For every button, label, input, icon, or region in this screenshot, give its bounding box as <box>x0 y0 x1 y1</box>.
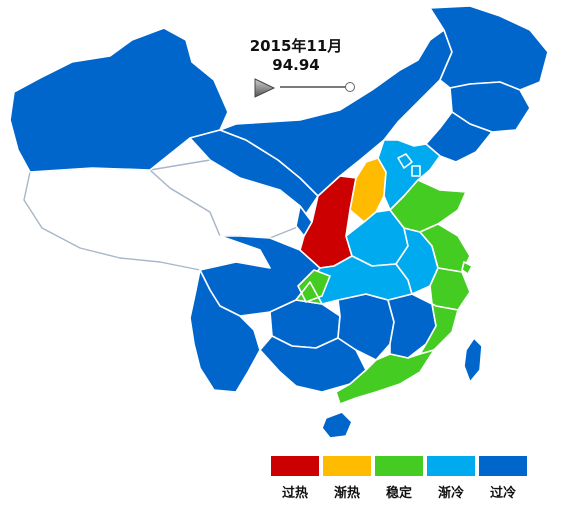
province-chongqing[interactable] <box>295 269 331 305</box>
province-shanghai[interactable] <box>461 261 473 275</box>
province-beijing[interactable] <box>397 153 413 169</box>
province-xinjiang[interactable] <box>9 27 229 173</box>
province-guangdong[interactable] <box>335 349 435 405</box>
legend-swatch <box>427 456 475 476</box>
province-sichuan[interactable] <box>199 235 321 317</box>
legend-item-cooling: 渐冷 <box>427 456 475 501</box>
province-liaoning[interactable] <box>425 111 493 163</box>
legend-label: 过冷 <box>489 486 516 501</box>
play-button[interactable] <box>252 76 276 100</box>
legend-label: 稳定 <box>385 486 412 501</box>
province-tianjin[interactable] <box>411 165 421 177</box>
province-shandong[interactable] <box>389 179 467 233</box>
play-icon <box>254 78 276 98</box>
time-slider-track[interactable] <box>280 86 350 88</box>
date-label: 2015年11月 <box>249 37 343 55</box>
index-value: 94.94 <box>272 56 320 74</box>
legend-swatch <box>323 456 371 476</box>
legend-swatch <box>479 456 527 476</box>
legend-item-stable: 稳定 <box>375 456 423 501</box>
legend-item-overcold: 过冷 <box>479 456 527 501</box>
time-slider-handle[interactable] <box>345 82 355 92</box>
legend-item-warming: 渐热 <box>323 456 371 501</box>
legend-label: 渐冷 <box>437 486 464 501</box>
province-yunnan[interactable] <box>189 269 261 393</box>
province-hainan[interactable] <box>321 411 353 439</box>
legend: 过热 渐热 稳定 渐冷 过冷 <box>271 456 531 501</box>
legend-swatch <box>375 456 423 476</box>
province-taiwan[interactable] <box>463 337 483 383</box>
legend-label: 渐热 <box>333 486 360 501</box>
legend-label: 过热 <box>281 486 308 501</box>
legend-item-overheat: 过热 <box>271 456 319 501</box>
province-hebei[interactable] <box>377 139 441 211</box>
province-jiangxi[interactable] <box>387 293 437 359</box>
legend-swatch <box>271 456 319 476</box>
province-zhejiang[interactable] <box>429 267 471 311</box>
